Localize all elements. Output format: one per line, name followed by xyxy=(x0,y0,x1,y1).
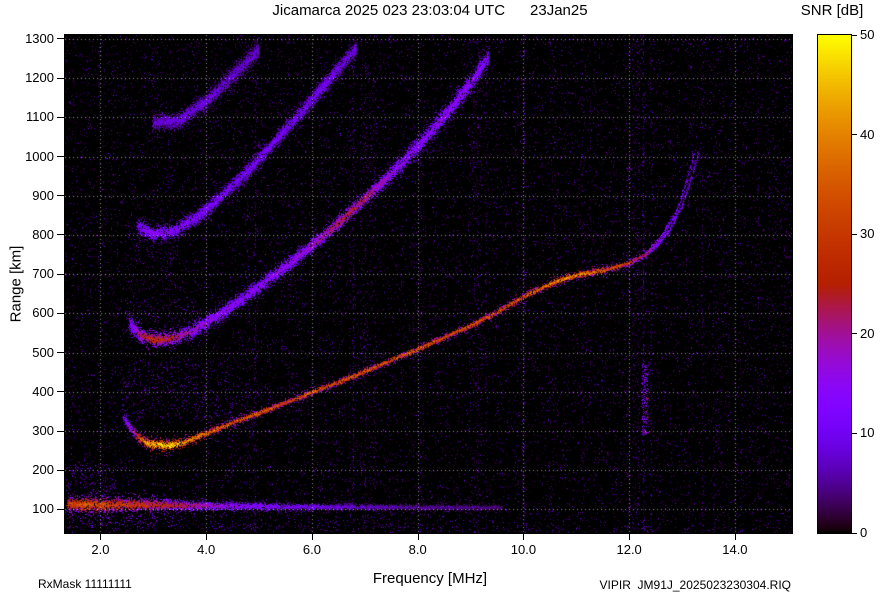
y-tick-mark xyxy=(57,469,64,471)
y-tick-label: 500 xyxy=(32,344,54,360)
y-tick-mark xyxy=(57,38,64,40)
chart-title: Jicamarca 2025 023 23:03:04 UTC 23Jan25 xyxy=(272,2,588,19)
colorbar-label: SNR [dB] xyxy=(800,2,864,19)
y-tick-label: 1100 xyxy=(26,109,54,125)
y-tick-mark xyxy=(57,273,64,275)
x-axis-label: Frequency [MHz] xyxy=(372,570,488,587)
colorbar-tick-label: 30 xyxy=(860,226,875,242)
y-tick-label: 800 xyxy=(32,226,54,242)
x-tick-label: 10.0 xyxy=(510,542,537,557)
x-tick-mark xyxy=(734,534,736,540)
y-tick-mark xyxy=(57,156,64,158)
colorbar-tick-mark xyxy=(851,134,857,136)
colorbar-tick-label: 20 xyxy=(860,325,875,341)
y-tick-mark xyxy=(57,116,64,118)
x-tick-label: 8.0 xyxy=(408,542,427,557)
data-file-label: VIPIR JM91J_2025023230304.RIQ xyxy=(599,578,791,592)
colorbar-frame xyxy=(817,34,852,534)
y-tick-label: 900 xyxy=(32,187,54,203)
colorbar-tick-mark xyxy=(851,233,857,235)
x-tick-mark xyxy=(629,534,631,540)
colorbar-tick-mark xyxy=(851,532,857,534)
y-tick-label: 300 xyxy=(32,423,54,439)
y-tick-mark xyxy=(57,312,64,314)
x-tick-label: 14.0 xyxy=(722,542,748,557)
y-tick-label: 1300 xyxy=(25,30,54,46)
y-tick-label: 700 xyxy=(32,266,54,282)
colorbar-tick-label: 50 xyxy=(860,27,875,42)
ionogram-heatmap-canvas xyxy=(65,35,792,533)
y-tick-mark xyxy=(57,430,64,432)
colorbar-tick-mark xyxy=(851,333,857,335)
x-tick-label: 12.0 xyxy=(616,542,642,557)
y-tick-label: 600 xyxy=(32,305,54,321)
x-tick-label: 4.0 xyxy=(197,542,216,557)
y-tick-mark xyxy=(57,352,64,354)
y-tick-label: 200 xyxy=(32,462,54,478)
colorbar-tick-label: 0 xyxy=(860,525,868,540)
x-tick-label: 6.0 xyxy=(302,542,321,557)
x-tick-label: 2.0 xyxy=(91,542,110,557)
colorbar-tick-label: 40 xyxy=(860,126,875,142)
y-tick-mark xyxy=(57,391,64,393)
x-tick-mark xyxy=(206,534,208,540)
y-tick-label: 1200 xyxy=(25,70,54,86)
x-tick-mark xyxy=(417,534,419,540)
y-tick-mark xyxy=(57,195,64,197)
y-tick-label: 1000 xyxy=(25,148,54,164)
y-tick-mark xyxy=(57,77,64,79)
colorbar-tick-mark xyxy=(851,34,857,36)
x-tick-mark xyxy=(100,534,102,540)
colorbar-tick-label: 10 xyxy=(860,425,875,441)
y-tick-label: 400 xyxy=(32,383,54,399)
y-tick-mark xyxy=(57,234,64,236)
colorbar-gradient-canvas xyxy=(818,35,851,533)
y-tick-mark xyxy=(57,508,64,510)
plot-frame xyxy=(64,34,793,534)
y-tick-label: 100 xyxy=(32,501,54,517)
x-tick-mark xyxy=(523,534,525,540)
colorbar-tick-mark xyxy=(851,432,857,434)
x-tick-mark xyxy=(311,534,313,540)
rx-mask-label: RxMask 11111111 xyxy=(38,577,132,591)
